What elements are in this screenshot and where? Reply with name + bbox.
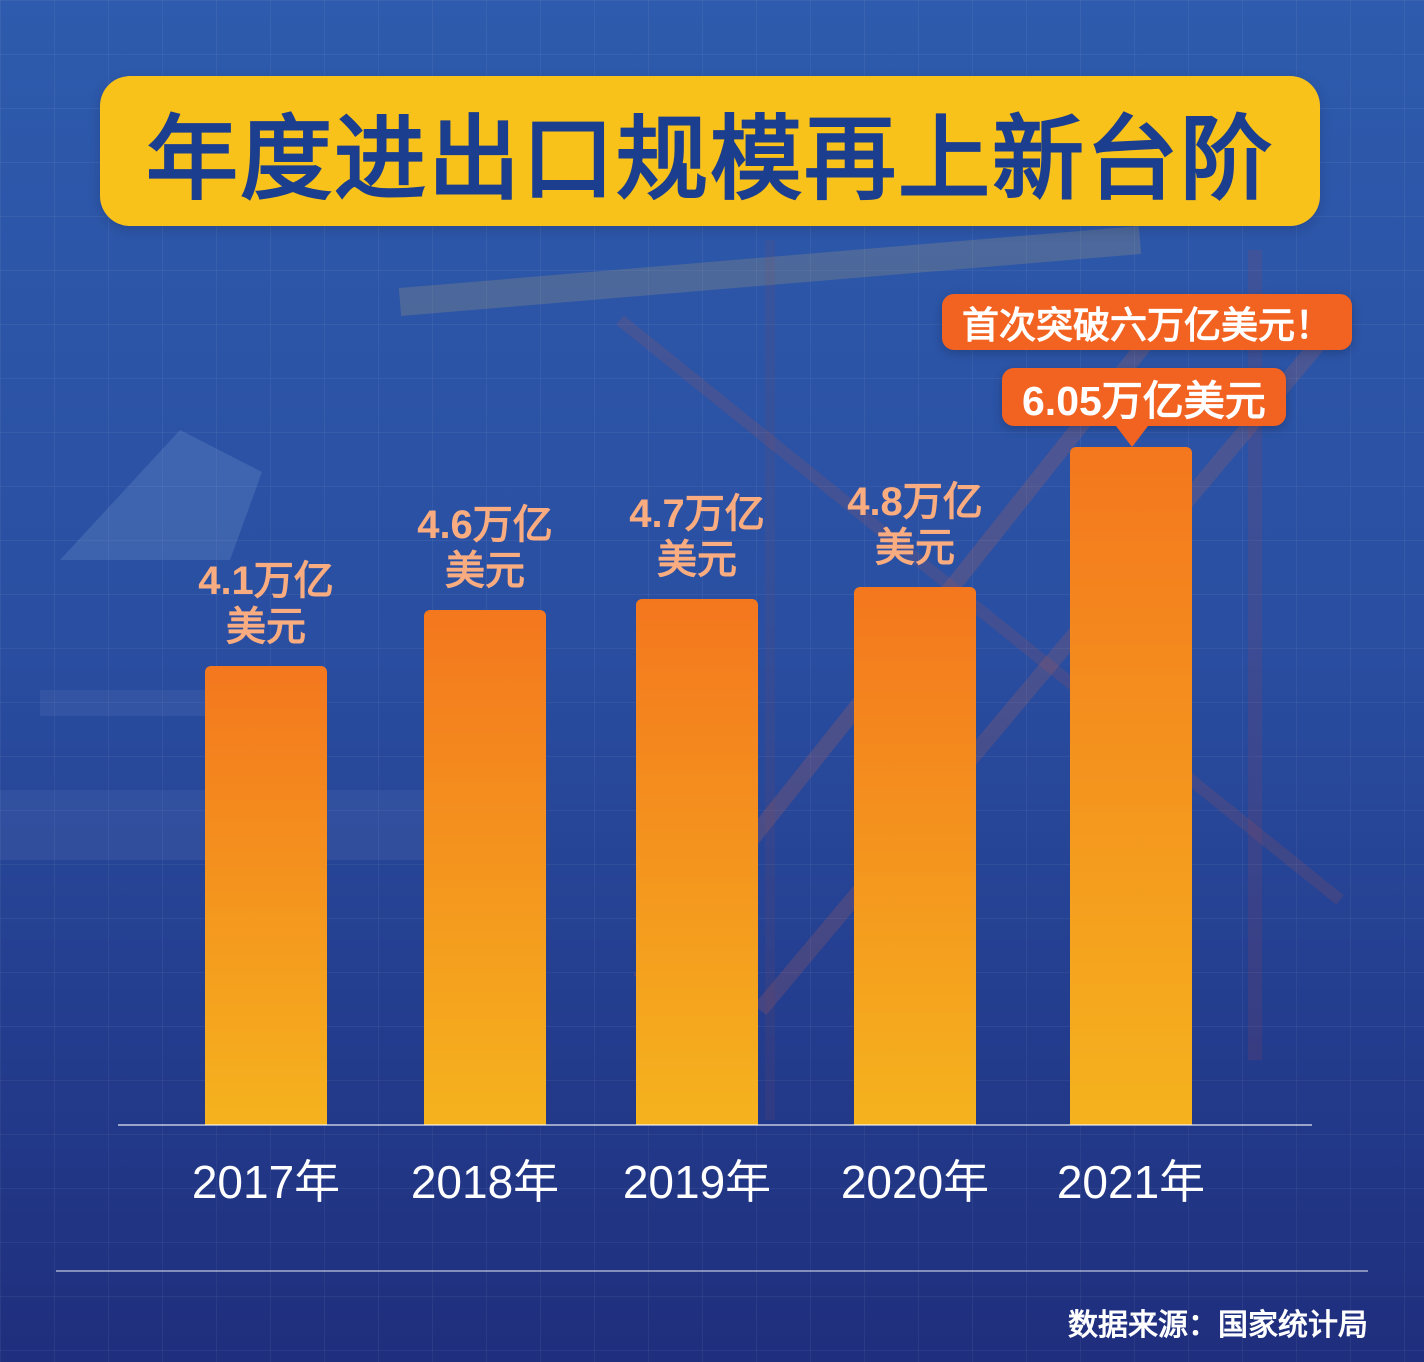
bar-2020年 (854, 587, 976, 1125)
bar-2017年 (205, 666, 327, 1125)
bar-2018年 (424, 610, 546, 1125)
x-axis-label-2019年: 2019年 (622, 1156, 772, 1208)
bar-value-label-2018年: 4.6万亿 美元 (417, 503, 553, 593)
bar-chart: 4.1万亿 美元 4.6万亿 美元 4.7万亿 美元 4.8万亿 美元 (0, 225, 1424, 1125)
value-badge-callout: 6.05万亿美元 (1002, 368, 1286, 426)
data-source-label: 数据来源：国家统计局 (1068, 1309, 1368, 1342)
x-axis-label-2020年: 2020年 (840, 1156, 990, 1208)
x-axis-baseline (118, 1124, 1312, 1126)
bar-value-label-2017年: 4.1万亿 美元 (198, 559, 334, 649)
bar-2019年 (636, 599, 758, 1125)
title-banner: 年度进出口规模再上新台阶 (100, 76, 1320, 226)
footer-divider (56, 1270, 1368, 1272)
bar-2021年 (1070, 447, 1192, 1125)
x-axis-label-2021年: 2021年 (1056, 1156, 1206, 1208)
x-axis-label-2017年: 2017年 (191, 1156, 341, 1208)
x-axis-label-2018年: 2018年 (410, 1156, 560, 1208)
callout-pointer-arrow (1113, 422, 1151, 447)
x-axis-labels: 2017年 2018年 2019年 2020年 2021年 (0, 1146, 1424, 1208)
page-title: 年度进出口规模再上新台阶 (145, 108, 1274, 211)
bar-value-label-2019年: 4.7万亿 美元 (629, 492, 765, 582)
bar-value-label-2020年: 4.8万亿 美元 (847, 480, 983, 570)
record-headline-callout: 首次突破六万亿美元！ (942, 294, 1352, 350)
